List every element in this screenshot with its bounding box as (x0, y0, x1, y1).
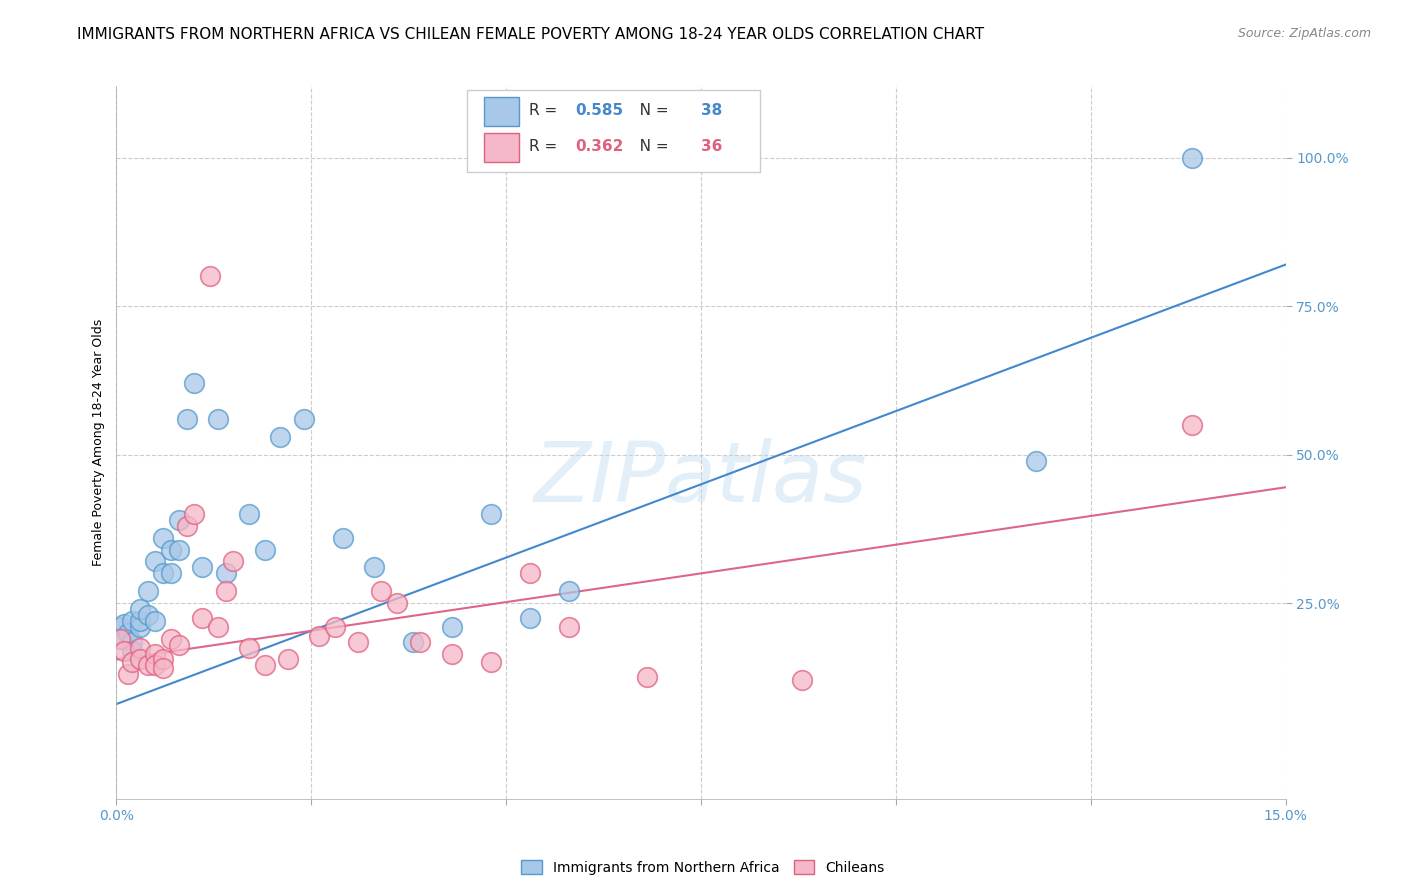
Point (152, 531, 174, 545)
Point (636, 670, 658, 684)
Point (440, 647, 463, 661)
Point (519, 611, 541, 625)
Point (160, 542, 183, 557)
Point (152, 566, 174, 581)
Point (145, 614, 167, 628)
Text: N =: N = (626, 139, 673, 154)
Point (253, 542, 276, 557)
Point (183, 376, 205, 391)
Point (121, 643, 143, 657)
Point (370, 584, 392, 599)
Point (277, 652, 299, 666)
Point (409, 634, 432, 648)
Point (402, 634, 425, 648)
Point (152, 652, 174, 666)
Point (110, 620, 132, 634)
Text: N =: N = (626, 103, 673, 119)
Text: IMMIGRANTS FROM NORTHERN AFRICA VS CHILEAN FEMALE POVERTY AMONG 18-24 YEAR OLDS : IMMIGRANTS FROM NORTHERN AFRICA VS CHILE… (77, 27, 984, 42)
Point (112, 643, 135, 657)
Point (136, 658, 159, 673)
Point (128, 640, 150, 655)
Point (238, 640, 260, 655)
Point (167, 542, 190, 557)
Point (519, 566, 541, 581)
Point (238, 507, 260, 521)
Text: Source: ZipAtlas.com: Source: ZipAtlas.com (1237, 27, 1371, 40)
Point (214, 566, 236, 581)
Point (128, 652, 150, 666)
Point (128, 620, 150, 634)
Point (145, 554, 167, 568)
Point (152, 661, 174, 675)
Point (191, 560, 214, 574)
Point (557, 584, 579, 599)
Point (121, 614, 143, 628)
Point (207, 620, 229, 634)
Point (112, 632, 135, 646)
Point (479, 656, 502, 670)
Point (222, 554, 245, 568)
Point (121, 656, 143, 670)
Point (160, 632, 183, 646)
Text: 0.362: 0.362 (575, 139, 623, 154)
Point (128, 602, 150, 616)
Point (792, 673, 814, 688)
Point (479, 507, 502, 521)
Point (145, 658, 167, 673)
Point (385, 596, 408, 610)
Point (110, 632, 132, 646)
Point (112, 616, 135, 631)
Point (160, 566, 183, 581)
Point (1181, 151, 1204, 165)
Text: R =: R = (529, 139, 562, 154)
Text: 36: 36 (702, 139, 723, 154)
Point (198, 269, 221, 284)
Text: 38: 38 (702, 103, 723, 119)
Point (253, 658, 276, 673)
Text: R =: R = (529, 103, 562, 119)
Point (117, 625, 139, 640)
Point (191, 611, 214, 625)
Point (117, 667, 139, 681)
Point (557, 620, 579, 634)
Text: ZIPatlas: ZIPatlas (534, 438, 868, 519)
Point (363, 560, 385, 574)
Point (332, 531, 354, 545)
Point (176, 519, 198, 533)
Point (292, 412, 315, 426)
FancyBboxPatch shape (484, 133, 519, 161)
Point (347, 634, 370, 648)
Point (183, 507, 205, 521)
Point (308, 629, 330, 643)
Legend: Immigrants from Northern Africa, Chileans: Immigrants from Northern Africa, Chilean… (516, 855, 890, 880)
Point (323, 620, 346, 634)
Point (136, 607, 159, 622)
Point (1181, 417, 1204, 432)
Y-axis label: Female Poverty Among 18-24 Year Olds: Female Poverty Among 18-24 Year Olds (93, 319, 105, 566)
Point (269, 430, 291, 444)
Point (1025, 453, 1047, 467)
FancyBboxPatch shape (467, 90, 759, 172)
Point (128, 614, 150, 628)
Point (214, 584, 236, 599)
Point (145, 647, 167, 661)
Point (167, 513, 190, 527)
Point (167, 638, 190, 652)
FancyBboxPatch shape (484, 97, 519, 126)
Point (121, 634, 143, 648)
Point (207, 412, 229, 426)
Text: 0.585: 0.585 (575, 103, 623, 119)
Point (136, 584, 159, 599)
Point (176, 412, 198, 426)
Point (440, 620, 463, 634)
